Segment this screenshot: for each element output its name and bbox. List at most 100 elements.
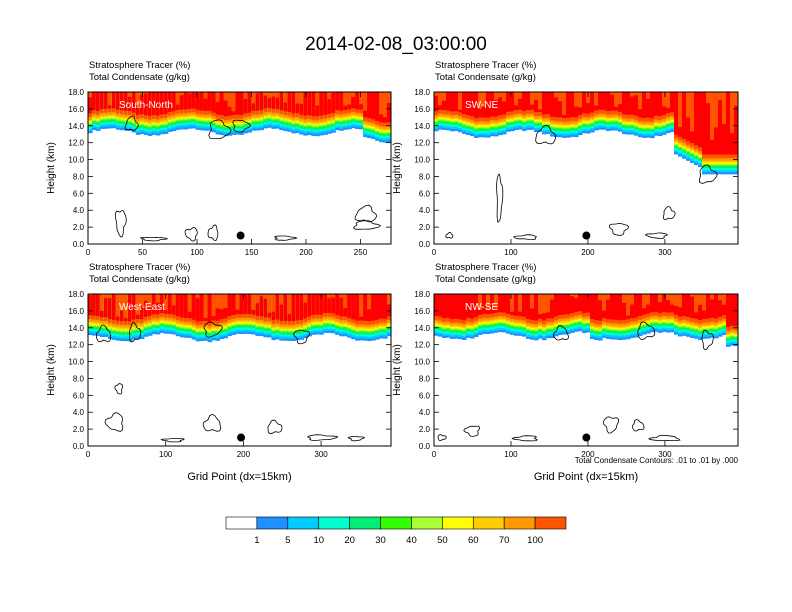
condensate-contour (208, 119, 232, 140)
y-axis-label: Height (km) (392, 344, 403, 396)
y-tick-label: 18.0 (68, 290, 84, 299)
y-tick-label: 2.0 (419, 425, 431, 434)
panel-west-east: West-East Stratosphere Tracer (%)Total Co… (46, 262, 392, 483)
y-tick-label: 2.0 (73, 425, 85, 434)
panel-title-condensate: Total Condensate (g/kg) (89, 72, 190, 83)
x-tick-label: 150 (245, 248, 259, 257)
condensate-contour (104, 412, 124, 432)
y-tick-label: 12.0 (68, 341, 84, 350)
panel-title-tracer: Stratosphere Tracer (%) (89, 262, 190, 273)
condensate-contour (203, 321, 223, 338)
colorbar-swatch (380, 516, 412, 530)
condensate-contour (445, 231, 454, 239)
y-tick-label: 10.0 (414, 156, 430, 165)
condensate-contour (535, 124, 557, 145)
y-tick-label: 4.0 (73, 408, 85, 417)
condensate-contour (648, 434, 681, 442)
location-marker (236, 231, 245, 240)
x-tick-label: 200 (581, 450, 595, 459)
plot-area (88, 92, 391, 244)
condensate-contour (662, 205, 676, 221)
y-tick-label: 0.0 (73, 442, 85, 451)
y-tick-label: 18.0 (414, 290, 430, 299)
condensate-contour (202, 413, 222, 432)
colorbar-swatch (472, 516, 505, 530)
y-tick-label: 18.0 (68, 88, 84, 97)
x-axis-label: Grid Point (dx=15km) (534, 471, 638, 483)
y-tick-label: 8.0 (73, 172, 85, 181)
colorbar-label: 1 (254, 535, 259, 546)
y-tick-label: 0.0 (419, 240, 431, 249)
y-tick-label: 6.0 (419, 189, 431, 198)
colorbar-label: 20 (344, 535, 355, 546)
colorbar-label: 60 (468, 535, 479, 546)
y-tick-label: 0.0 (73, 240, 85, 249)
y-tick-label: 4.0 (419, 206, 431, 215)
y-tick-label: 14.0 (68, 122, 84, 131)
y-tick-label: 6.0 (73, 189, 85, 198)
section-label: NW-SE (465, 302, 498, 313)
panel-title-condensate: Total Condensate (g/kg) (435, 72, 536, 83)
y-tick-label: 8.0 (419, 374, 431, 383)
y-tick-label: 2.0 (419, 223, 431, 232)
section-label: SW-NE (465, 100, 498, 111)
condensate-contour (513, 234, 537, 241)
y-tick-label: 16.0 (414, 307, 430, 316)
x-tick-label: 200 (237, 450, 251, 459)
panel-title-condensate: Total Condensate (g/kg) (435, 274, 536, 285)
y-tick-label: 4.0 (419, 408, 431, 417)
x-tick-label: 100 (504, 450, 518, 459)
location-marker (582, 231, 591, 240)
condensate-contour (698, 164, 718, 184)
condensate-contour (352, 220, 381, 230)
condensate-contour (124, 115, 139, 131)
panel-title-tracer: Stratosphere Tracer (%) (89, 60, 190, 71)
colorbar-swatch (349, 516, 381, 530)
condensate-contour (139, 236, 168, 242)
colorbar-swatch (442, 516, 474, 530)
condensate-contour (608, 222, 630, 236)
x-tick-label: 0 (86, 248, 91, 257)
colorbar-swatch (225, 516, 258, 530)
condensate-contour (207, 224, 219, 242)
colorbar-swatch (256, 516, 289, 530)
condensate-contour (347, 436, 366, 442)
plot-area (88, 294, 391, 446)
y-tick-label: 16.0 (68, 307, 84, 316)
y-tick-label: 6.0 (73, 391, 85, 400)
y-tick-label: 14.0 (414, 122, 430, 131)
condensate-contour (637, 321, 656, 340)
condensate-contour (160, 438, 185, 443)
y-tick-label: 10.0 (68, 358, 84, 367)
condensate-contour (114, 383, 124, 395)
panel-south-north: South-North Stratosphere Tracer (%)Total … (46, 60, 392, 257)
condensate-contour (273, 235, 298, 241)
colorbar-swatch (287, 516, 320, 530)
y-tick-label: 14.0 (68, 324, 84, 333)
x-tick-label: 0 (432, 248, 437, 257)
y-tick-label: 0.0 (419, 442, 431, 451)
location-marker (237, 433, 246, 442)
condensate-contour (95, 324, 112, 343)
y-tick-label: 2.0 (73, 223, 85, 232)
condensate-contour (602, 416, 619, 434)
y-tick-label: 10.0 (68, 156, 84, 165)
colorbar-label: 70 (499, 535, 510, 546)
x-tick-label: 300 (658, 450, 672, 459)
y-tick-label: 12.0 (414, 139, 430, 148)
colorbar-label: 10 (313, 535, 324, 546)
colorbar-swatch (411, 516, 443, 530)
x-tick-label: 0 (86, 450, 91, 459)
panel-title-tracer: Stratosphere Tracer (%) (435, 262, 536, 273)
x-tick-label: 300 (314, 450, 328, 459)
x-tick-label: 100 (159, 450, 173, 459)
colorbar-swatch (318, 516, 350, 530)
condensate-contour (437, 434, 447, 442)
plot-frame (87, 293, 392, 447)
condensate-contour (267, 419, 283, 435)
y-tick-label: 4.0 (73, 206, 85, 215)
panel-nw-se: NW-SE Stratosphere Tracer (%)Total Conden… (392, 262, 739, 483)
x-tick-label: 200 (581, 248, 595, 257)
